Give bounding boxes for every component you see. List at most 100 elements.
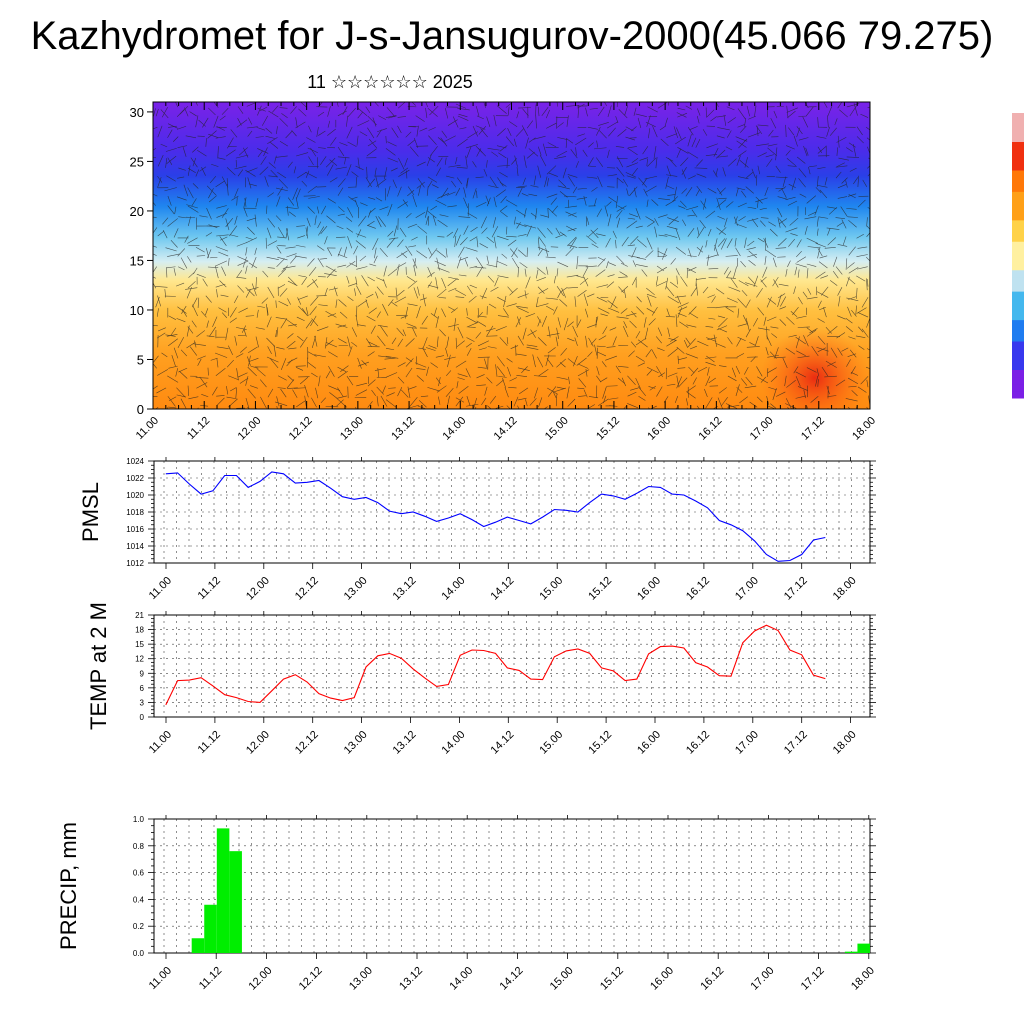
wind-barb [488,185,499,189]
wind-barb [153,266,157,273]
wind-barb [753,275,759,288]
wind-barb [256,127,266,131]
wind-barb [821,286,829,296]
wind-barb [407,139,416,147]
wind-barb [615,209,623,219]
wind-barb [806,237,818,244]
wind-barb [178,167,186,171]
y-tick-label: 0.2 [133,922,145,931]
wind-barb [726,297,738,303]
wind-barb [206,185,217,196]
wind-barb [736,155,741,166]
wind-barb [615,365,621,374]
wind-barb [833,256,838,267]
wind-barb [557,317,561,328]
x-tick-label: 13.12 [397,965,425,993]
wind-barb [577,289,587,297]
wind-barb [686,267,697,273]
wind-barb [648,386,656,389]
wind-barb [181,305,187,314]
wind-barb [548,207,557,217]
wind-barb [675,246,686,255]
wind-barb [494,277,499,287]
wind-barb [202,117,209,128]
wind-barb [627,147,638,156]
wind-barb [588,142,594,148]
wind-barb [441,130,448,138]
wind-barb [857,386,867,393]
wind-barb [407,280,418,289]
wind-barb [298,305,307,315]
wind-barb [667,194,676,196]
wind-barb [817,166,826,170]
wind-barb [479,243,489,249]
wind-barb [513,396,519,407]
wind-barb [288,347,297,350]
wind-barb [748,115,756,120]
wind-barb [577,105,580,118]
wind-barb [277,256,288,261]
wind-barb [517,367,530,371]
wind-barb [267,388,274,398]
colorbar-segment [1012,276,1024,285]
wind-barb [517,335,524,346]
wind-barb [536,296,539,307]
wind-barb [622,178,629,187]
wind-barb [757,376,769,384]
y-tick-label: 1024 [126,457,144,466]
wind-barb [196,330,206,338]
wind-barb [411,327,417,337]
wind-barb [633,187,637,198]
wind-barb [356,135,359,146]
wind-barb [243,197,247,208]
wind-barb [616,177,624,184]
wind-barb [677,312,687,317]
wind-barb [795,376,801,387]
colorbar-segment [1012,241,1024,249]
wind-barb [216,205,227,209]
wind-barb [418,347,426,350]
wind-barb [673,126,679,139]
wind-barb [237,256,249,262]
wind-barb [153,147,157,151]
wind-barb [666,339,677,347]
wind-barb [849,167,857,172]
wind-barb [507,106,510,116]
wind-barb [777,294,782,308]
wind-barb [787,165,797,167]
wind-barb [282,265,296,269]
wind-barb [259,106,268,112]
wind-barb [529,398,537,406]
wind-barb [188,396,199,400]
wind-barb [563,317,569,331]
y-tick-label: 0.6 [133,869,145,878]
wind-barb [455,103,467,109]
wind-barb [303,195,316,197]
wind-barb [267,218,276,228]
wind-barb [865,256,870,262]
y-tick-label: 12 [135,655,144,664]
wind-barb [666,174,678,177]
wind-barb [727,117,736,124]
wind-barb [515,222,527,228]
wind-barb [652,125,658,138]
wind-barb [677,307,683,318]
wind-barb [426,210,437,219]
wind-barb [538,288,549,294]
wind-barb [405,338,415,347]
wind-barb [157,154,164,167]
wind-barb [437,219,448,228]
wind-barb [847,406,851,409]
wind-barb [538,236,546,247]
wind-barb [838,295,841,307]
wind-barb [407,327,417,329]
wind-barb [706,355,715,363]
wind-barb [486,325,494,336]
wind-barb [676,127,682,140]
wind-barb [397,387,403,397]
wind-barb [740,260,746,268]
wind-barb [772,276,779,287]
wind-barb [434,307,437,316]
wind-barb [688,267,697,272]
wind-barb [795,395,807,399]
